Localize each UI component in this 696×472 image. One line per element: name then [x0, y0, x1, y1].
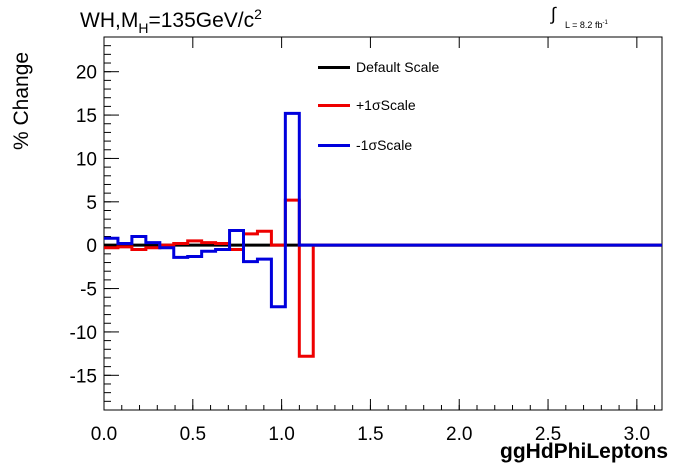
- plot-frame: [103, 36, 663, 411]
- x-tick-label: 1.5: [357, 424, 383, 445]
- legend-swatch-minus-sigma: [318, 143, 350, 147]
- legend-entry-default: Default Scale: [318, 59, 439, 75]
- x-tick-label: 3.0: [624, 424, 650, 445]
- y-tick-label: -5: [80, 280, 97, 301]
- x-tick-label: 1.0: [268, 424, 294, 445]
- y-axis-ticks: -15 -10 -5 0 5 10 15 20: [70, 45, 119, 402]
- y-axis-label: % Change: [10, 51, 33, 150]
- x-axis-ticks: 0.0 0.5 1.0 1.5 2.0 2.5 3.0: [91, 37, 656, 445]
- legend-swatch-plus-sigma: [318, 103, 350, 107]
- y-tick-label: 10: [76, 149, 97, 170]
- y-tick-label: -10: [70, 323, 97, 344]
- legend-entry-plus-sigma: +1σScale: [318, 97, 416, 113]
- y-tick-label: 20: [76, 63, 97, 84]
- legend-entry-minus-sigma: -1σScale: [318, 137, 412, 153]
- series-line-1: [104, 198, 662, 358]
- x-tick-label: 2.5: [535, 424, 561, 445]
- series-group: [104, 111, 662, 358]
- legend-swatch-default: [318, 65, 350, 69]
- chart-title: WH,MH=135GeV/c2: [80, 6, 262, 36]
- x-tick-label: 0.0: [91, 424, 117, 445]
- x-axis-label: ggHdPhiLeptons: [500, 440, 668, 463]
- series-line-2: [104, 111, 662, 309]
- integral-icon: ∫: [551, 4, 556, 24]
- x-tick-label: 0.5: [180, 424, 206, 445]
- x-tick-label: 2.0: [446, 424, 472, 445]
- y-tick-label: 15: [76, 106, 97, 127]
- y-tick-label: -15: [70, 366, 97, 387]
- y-tick-label: 5: [86, 193, 97, 214]
- y-tick-label: 0: [86, 236, 97, 257]
